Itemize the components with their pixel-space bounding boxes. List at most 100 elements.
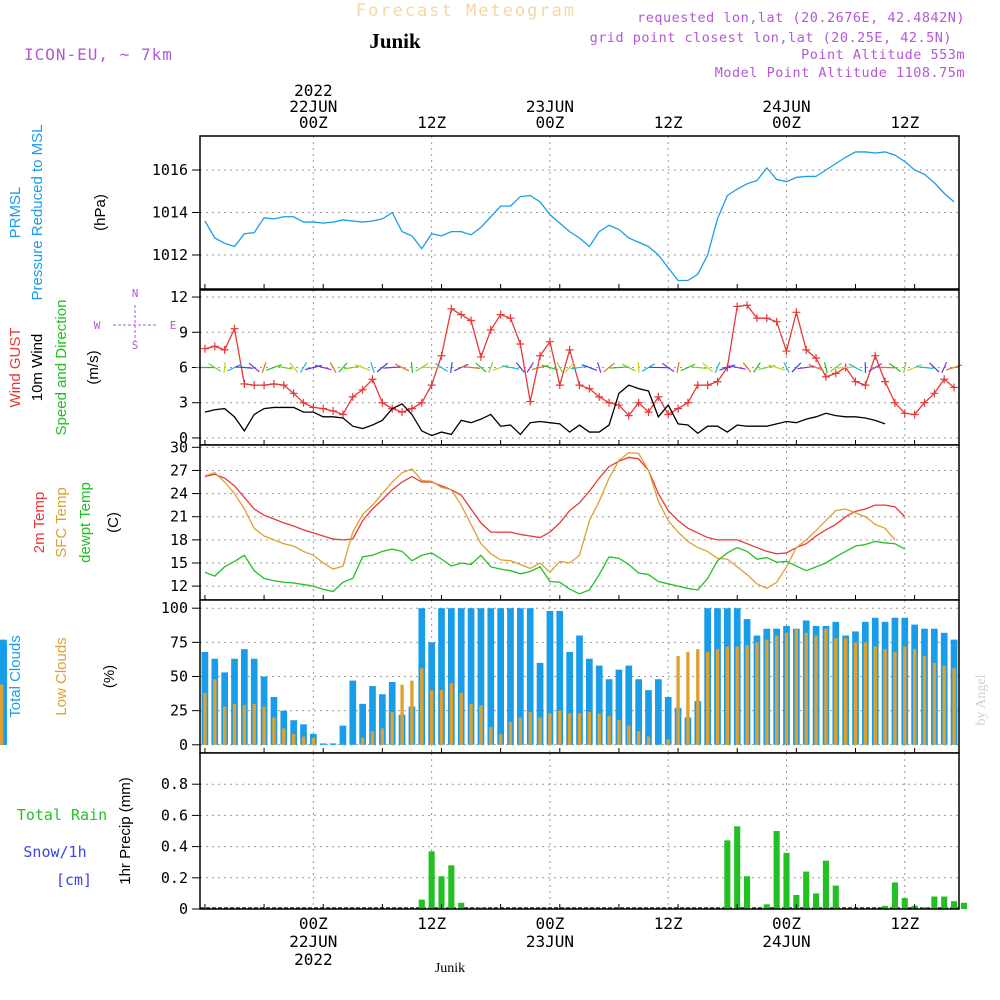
rain-bar bbox=[428, 851, 435, 909]
low-cloud-bar bbox=[646, 736, 651, 745]
total-cloud-bar bbox=[625, 665, 633, 745]
total-cloud-bar bbox=[586, 658, 593, 745]
gust-marker bbox=[437, 351, 446, 360]
compass-cross bbox=[113, 305, 157, 341]
y-tick-label: 25 bbox=[170, 702, 188, 720]
requested-coords: requested lon,lat (20.2676E, 42.4842N) bbox=[637, 10, 965, 26]
precipitation-panel: 0 0.2 0.4 0.6 0.8 Total Rain Snow/1h [cm] 1hr Pr… bbox=[17, 752, 967, 918]
gust-marker bbox=[407, 404, 416, 413]
wind-direction-arrow bbox=[603, 362, 615, 373]
gust-marker bbox=[821, 372, 830, 381]
low-cloud-bar bbox=[459, 692, 463, 745]
bottom-tick-label: 24JUN bbox=[762, 932, 810, 951]
low-cloud-bar bbox=[745, 645, 749, 745]
panel-label: [cm] bbox=[56, 871, 92, 889]
wind-direction-arrow bbox=[338, 362, 348, 373]
gust-marker bbox=[368, 375, 377, 384]
panel-label: SFC Temp bbox=[53, 487, 70, 558]
wind-direction-arrow bbox=[370, 362, 375, 373]
gust-marker bbox=[674, 404, 683, 413]
wind-direction-arrow bbox=[488, 362, 494, 373]
total-cloud-bar bbox=[477, 608, 485, 745]
wind-direction-arrow bbox=[641, 363, 656, 372]
low-cloud-bar bbox=[429, 690, 434, 745]
footer-location: Junik bbox=[435, 961, 465, 976]
wind-direction-arrow bbox=[823, 362, 828, 373]
y-tick-label: 1016 bbox=[152, 161, 188, 179]
gust-marker bbox=[703, 381, 712, 390]
low-cloud-bar bbox=[666, 739, 670, 745]
wind-direction-arrow bbox=[609, 366, 628, 369]
wind-direction-arrow bbox=[915, 365, 934, 370]
gust-marker bbox=[940, 375, 949, 384]
panel-label: Low Clouds bbox=[53, 637, 70, 715]
gust-marker bbox=[526, 397, 535, 406]
y-tick-label: 3 bbox=[179, 394, 188, 412]
wind-direction-arrow bbox=[868, 363, 882, 372]
wind-direction-arrow bbox=[501, 365, 520, 370]
low-cloud-bar bbox=[627, 725, 631, 745]
gust-marker bbox=[250, 381, 259, 390]
low-cloud-bar bbox=[932, 662, 937, 745]
wind-direction-arrow bbox=[929, 362, 940, 373]
low-cloud-bar bbox=[863, 642, 868, 745]
compass-letter: W bbox=[94, 319, 101, 332]
wind-direction-arrow bbox=[848, 363, 863, 372]
low-cloud-bar bbox=[360, 737, 365, 745]
top-tick-label: 12Z bbox=[890, 113, 919, 132]
gust-marker bbox=[319, 404, 328, 413]
total-cloud-bar bbox=[615, 669, 623, 745]
gust-marker bbox=[486, 325, 495, 334]
total-cloud-bar bbox=[517, 608, 524, 745]
wind-direction-arrow bbox=[753, 362, 761, 373]
y-tick-label: 0 bbox=[179, 429, 188, 447]
wind-direction-arrow bbox=[289, 362, 299, 373]
panel-unit: (m/s) bbox=[85, 350, 102, 384]
gust-marker bbox=[516, 340, 525, 349]
gust-marker bbox=[920, 398, 929, 407]
rain-bar bbox=[901, 898, 908, 909]
gust-marker bbox=[220, 345, 229, 354]
bottom-tick-label: 00Z bbox=[535, 914, 564, 933]
low-cloud-bar bbox=[252, 703, 256, 745]
bottom-tick-label: 12Z bbox=[417, 914, 446, 933]
series-line bbox=[204, 452, 896, 590]
wind-direction-arrow bbox=[688, 365, 707, 370]
low-cloud-bar bbox=[370, 731, 375, 745]
low-cloud-bar bbox=[952, 668, 956, 745]
low-cloud-bar bbox=[390, 712, 394, 745]
gust-marker bbox=[644, 408, 653, 417]
gust-marker bbox=[447, 304, 456, 313]
gust-marker bbox=[378, 398, 387, 407]
wind-direction-arrow bbox=[637, 362, 640, 373]
low-cloud-bar bbox=[567, 713, 572, 745]
total-cloud-bar bbox=[319, 743, 327, 745]
low-cloud-bar bbox=[301, 736, 306, 745]
y-tick-label: 1012 bbox=[152, 246, 188, 264]
y-tick-label: 15 bbox=[170, 554, 188, 572]
low-cloud-bar bbox=[804, 632, 808, 745]
low-cloud-bar bbox=[843, 638, 848, 745]
series-line bbox=[204, 151, 955, 282]
low-cloud-bar bbox=[834, 638, 838, 745]
low-cloud-bar bbox=[548, 713, 552, 745]
gust-marker bbox=[230, 324, 239, 333]
rain-bar bbox=[438, 876, 445, 909]
panel-unit: 1hr Precip (mm) bbox=[117, 777, 134, 885]
gust-marker bbox=[772, 317, 781, 326]
total-cloud-bar bbox=[231, 658, 238, 745]
gust-marker bbox=[871, 351, 880, 360]
wind-direction-arrow bbox=[415, 363, 429, 372]
total-cloud-bar bbox=[664, 696, 672, 745]
rain-bar bbox=[813, 893, 820, 909]
rain-bar bbox=[724, 840, 731, 909]
compass-letter: S bbox=[132, 339, 139, 352]
total-cloud-bar bbox=[250, 658, 258, 745]
panel-label: PRMSL bbox=[7, 187, 24, 239]
gust-marker bbox=[762, 314, 771, 323]
low-cloud-bar bbox=[291, 733, 296, 745]
top-tick-label: 24JUN bbox=[762, 97, 810, 116]
low-cloud-bar bbox=[469, 703, 473, 745]
wind-direction-arrow bbox=[680, 363, 696, 372]
